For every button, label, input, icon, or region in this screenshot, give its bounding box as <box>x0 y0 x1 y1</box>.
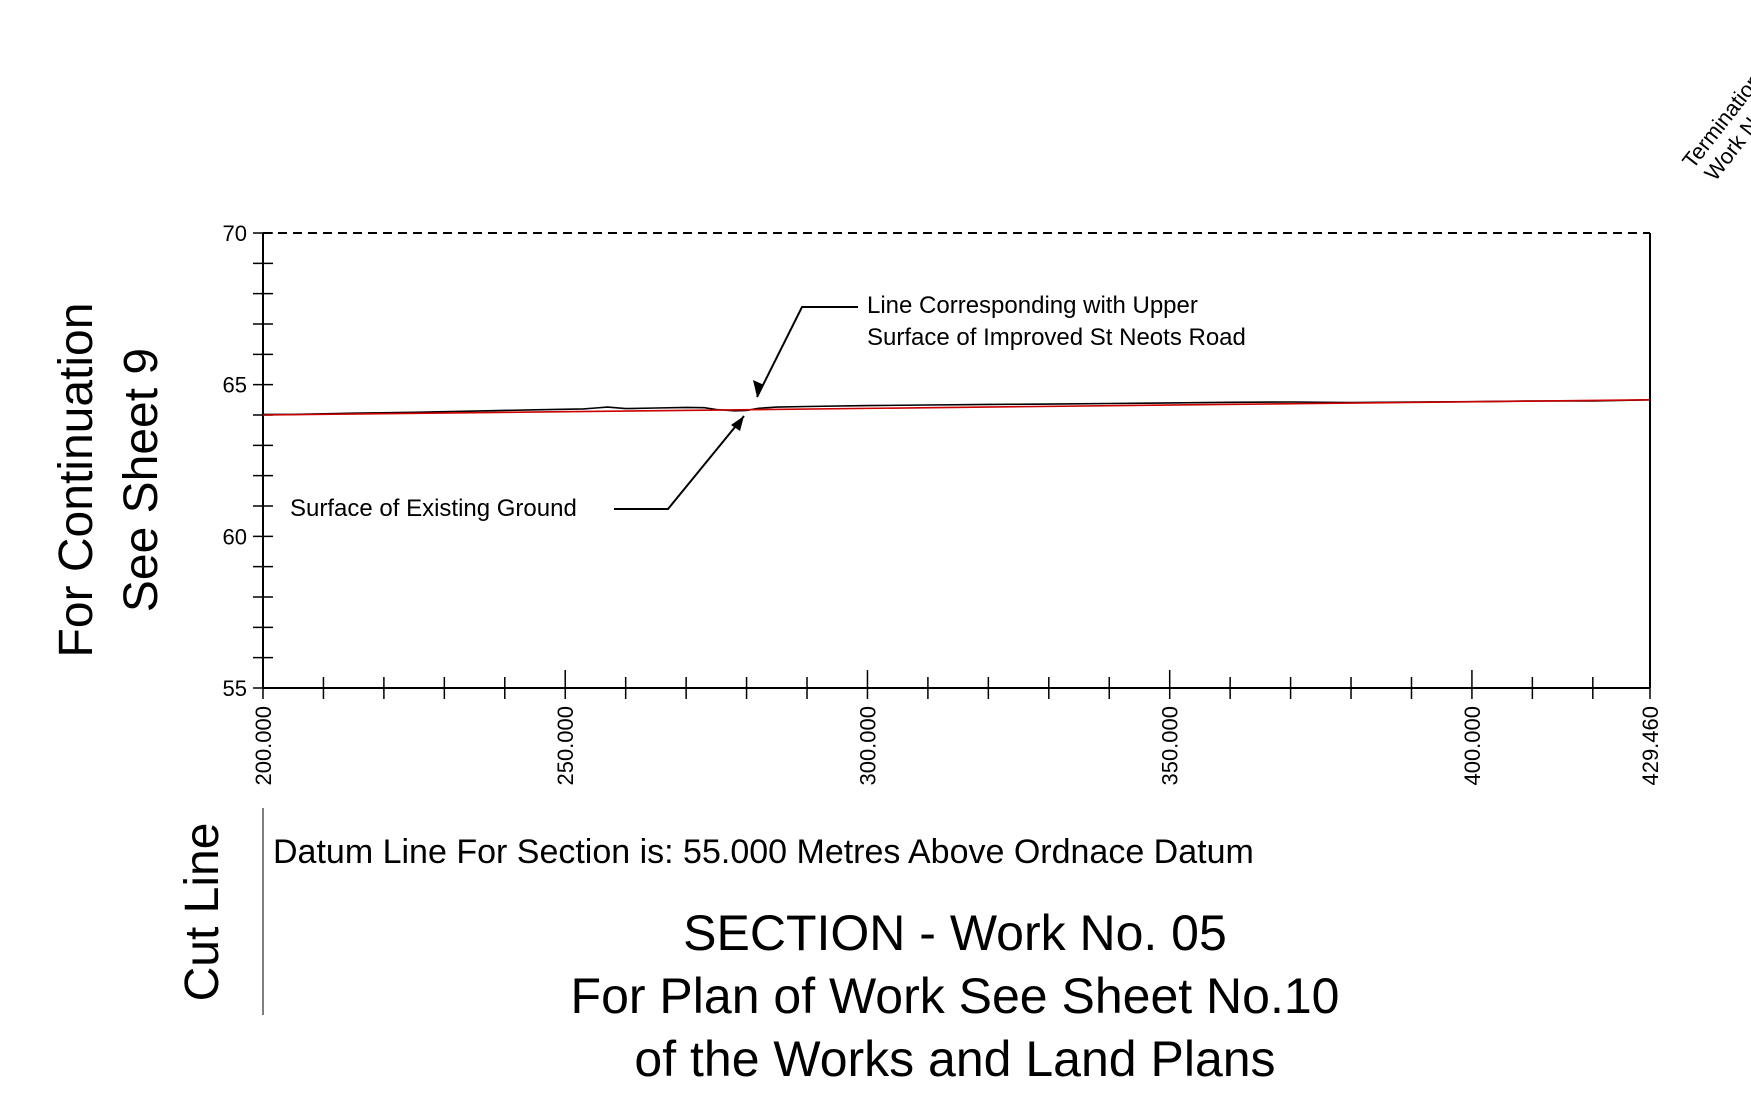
upper-surface-leader <box>753 306 858 398</box>
x-tick-label: 300.000 <box>855 706 880 786</box>
upper-surface-arrowhead <box>753 380 764 397</box>
cut-line-label: Cut Line <box>176 823 229 1002</box>
x-tick-label: 200.000 <box>251 706 276 786</box>
x-tick-label-group: 400.000 <box>1460 706 1485 786</box>
x-tick-label-group: 200.000 <box>251 706 276 786</box>
x-tick-label-group: 350.000 <box>1158 706 1183 786</box>
x-tick-label-group: 429.460 <box>1638 706 1663 786</box>
existing-ground-annotation: Surface of Existing Ground <box>290 495 577 522</box>
y-tick-label: 70 <box>223 221 247 246</box>
upper-surface-leader-line <box>756 306 858 398</box>
improved-road-line <box>262 399 1651 416</box>
existing-ground-leader-line <box>614 415 745 510</box>
continuation-label-line2: See Sheet 9 <box>115 348 168 612</box>
continuation-label-line1: For Continuation <box>50 303 103 658</box>
x-tick-label-group: 300.000 <box>855 706 880 786</box>
y-tick-label: 60 <box>223 524 247 549</box>
existing-ground-leader <box>614 415 745 510</box>
x-tick-label-group: 250.000 <box>553 706 578 786</box>
series-layer <box>262 399 1651 416</box>
existing-ground-arrowhead <box>731 416 744 431</box>
y-tick-label: 55 <box>223 676 247 701</box>
section-title-line3: of the Works and Land Plans <box>634 1031 1275 1087</box>
section-title-line1: SECTION - Work No. 05 <box>683 905 1227 961</box>
x-tick-label: 350.000 <box>1158 706 1183 786</box>
upper-surface-annotation-line1: Line Corresponding with Upper <box>867 292 1198 319</box>
x-tick-label: 250.000 <box>553 706 578 786</box>
axis-ticks: 55 60 65 70 200.000 250.000 300.000 350.000 400.… <box>223 221 1663 786</box>
upper-surface-annotation-line2: Surface of Improved St Neots Road <box>867 324 1246 351</box>
section-title-line2: For Plan of Work See Sheet No.10 <box>571 968 1340 1024</box>
y-tick-label: 65 <box>223 373 247 398</box>
section-chart: 55 60 65 70 200.000 250.000 300.000 350.000 400.… <box>223 221 1663 786</box>
datum-line-text: Datum Line For Section is: 55.000 Metres… <box>273 833 1254 871</box>
x-tick-label: 429.460 <box>1638 706 1663 786</box>
x-tick-label: 400.000 <box>1460 706 1485 786</box>
existing-ground-line <box>263 399 1651 416</box>
